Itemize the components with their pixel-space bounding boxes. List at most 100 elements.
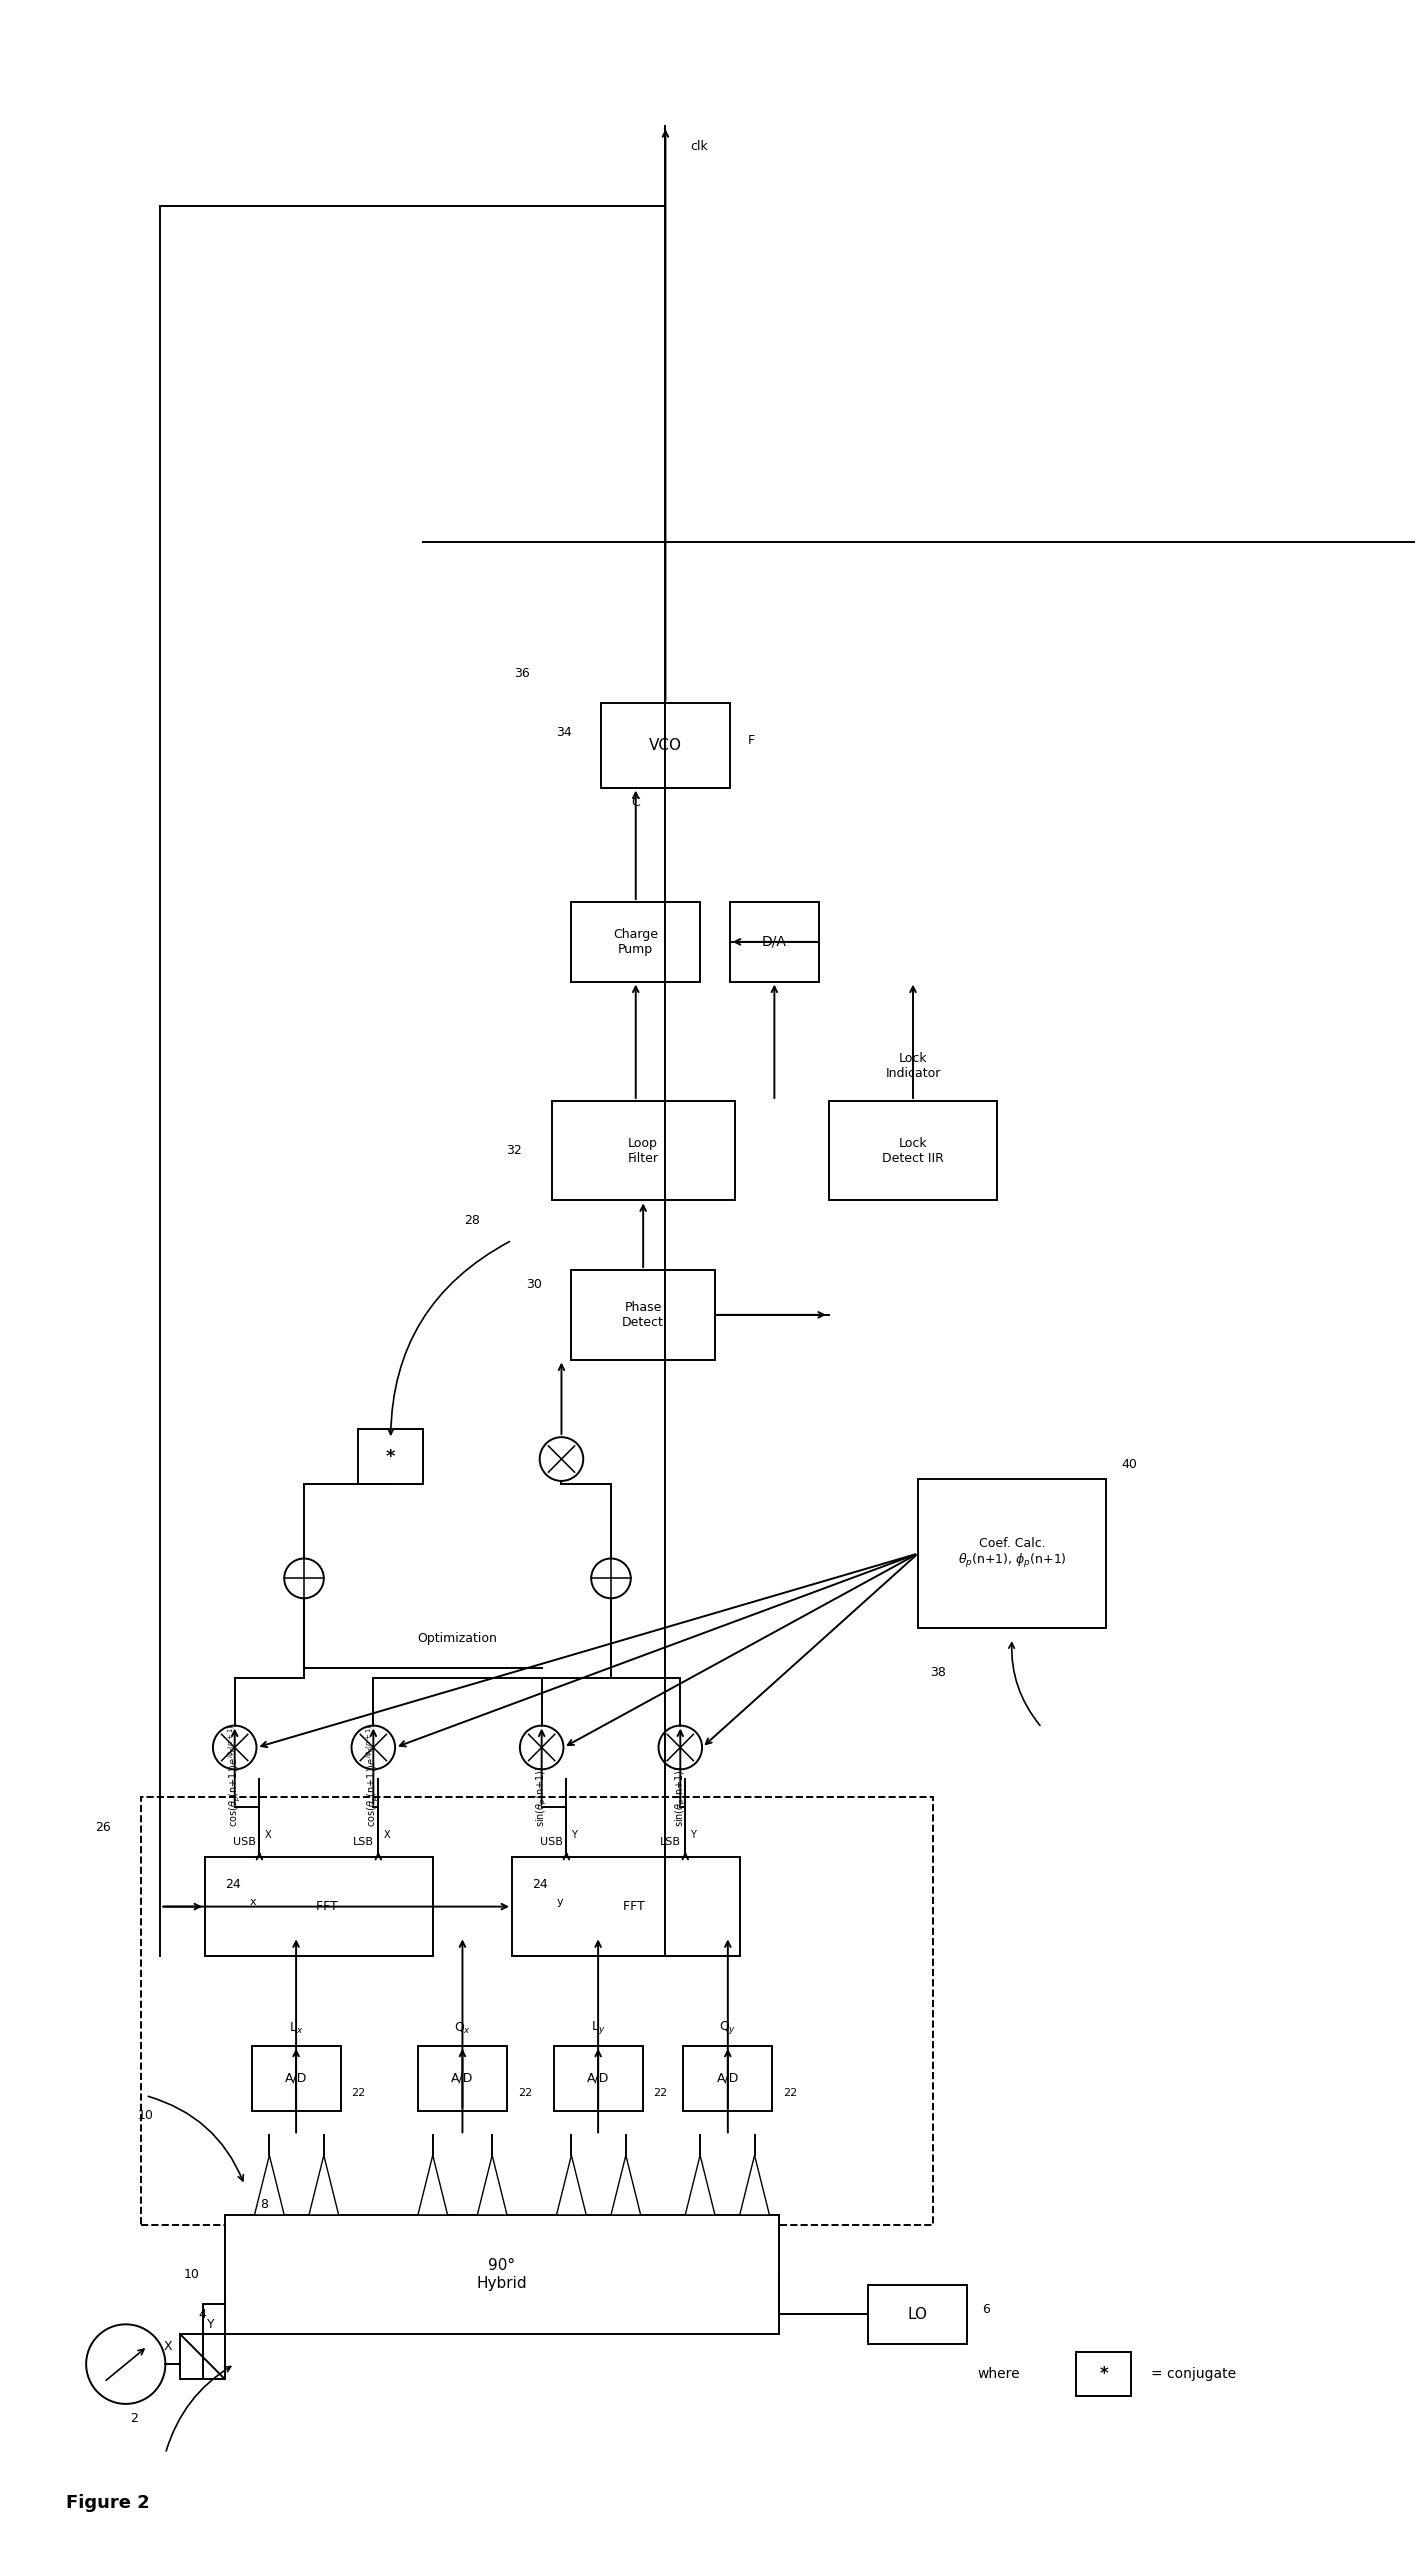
Circle shape: [540, 1438, 583, 1481]
Text: F: F: [748, 734, 755, 747]
Text: Loop
Filter: Loop Filter: [627, 1137, 658, 1165]
Text: 24: 24: [225, 1879, 240, 1892]
Text: Phase
Detect: Phase Detect: [623, 1301, 664, 1330]
Text: Optimization: Optimization: [418, 1633, 498, 1645]
Text: Figure 2: Figure 2: [67, 2495, 151, 2513]
Text: 24: 24: [532, 1879, 547, 1892]
Text: 4: 4: [199, 2308, 206, 2321]
Polygon shape: [478, 2156, 508, 2215]
Text: L$_y$: L$_y$: [592, 2020, 606, 2036]
Text: sin($\theta_p$(n+1)): sin($\theta_p$(n+1)): [535, 1766, 549, 1828]
Text: *: *: [1099, 2364, 1108, 2382]
Polygon shape: [611, 2156, 641, 2215]
Bar: [919, 1479, 1106, 1627]
Text: 22: 22: [351, 2087, 365, 2097]
Text: LO: LO: [909, 2308, 929, 2323]
Text: FFT: FFT: [607, 1900, 644, 1912]
Text: C: C: [631, 796, 640, 809]
Bar: [869, 2285, 967, 2344]
Text: LSB: LSB: [353, 1838, 374, 1848]
Text: 32: 32: [506, 1145, 522, 1158]
Circle shape: [658, 1725, 702, 1769]
Bar: [553, 2046, 643, 2110]
Text: clk: clk: [690, 139, 708, 151]
Text: USB: USB: [540, 1838, 563, 1848]
Bar: [684, 2046, 772, 2110]
Circle shape: [520, 1725, 563, 1769]
Bar: [572, 1271, 715, 1361]
Text: 6: 6: [983, 2303, 990, 2315]
Text: 30: 30: [526, 1278, 542, 1291]
Circle shape: [284, 1558, 324, 1599]
Text: 22: 22: [653, 2087, 667, 2097]
Text: A/D: A/D: [451, 2072, 474, 2084]
Bar: [829, 1101, 997, 1201]
Text: Q$_x$: Q$_x$: [454, 2020, 471, 2036]
Text: Y: Y: [572, 1830, 577, 1841]
Text: 26: 26: [95, 1820, 111, 1833]
Text: y: y: [556, 1897, 563, 1907]
Text: Lock
Indicator: Lock Indicator: [886, 1052, 941, 1081]
Bar: [181, 2333, 225, 2380]
Text: cos($\theta_p$(n+1))$e^{i\phi_p(n+1)}$: cos($\theta_p$(n+1))$e^{i\phi_p(n+1)}$: [365, 1725, 381, 1828]
Text: X: X: [264, 1830, 272, 1841]
Text: A/D: A/D: [717, 2072, 739, 2084]
Bar: [552, 1101, 735, 1201]
Polygon shape: [556, 2156, 586, 2215]
Text: = conjugate: = conjugate: [1150, 2367, 1236, 2382]
Text: X: X: [384, 1830, 390, 1841]
Text: *: *: [385, 1448, 395, 1466]
Text: cos($\theta_p$(n+1))$e^{i\phi_p(n+1)}$: cos($\theta_p$(n+1))$e^{i\phi_p(n+1)}$: [226, 1725, 243, 1828]
Bar: [358, 1430, 422, 1484]
Bar: [225, 2215, 779, 2333]
Text: Q$_y$: Q$_y$: [720, 2020, 737, 2036]
Text: VCO: VCO: [648, 737, 683, 752]
Text: 36: 36: [513, 667, 530, 680]
Bar: [512, 1856, 739, 1956]
Bar: [602, 703, 729, 788]
Text: LSB: LSB: [660, 1838, 681, 1848]
Circle shape: [87, 2323, 165, 2403]
Text: x: x: [249, 1897, 256, 1907]
Text: 40: 40: [1121, 1458, 1136, 1471]
Bar: [205, 1856, 432, 1956]
Text: 10: 10: [185, 2269, 201, 2282]
Bar: [729, 901, 819, 981]
Text: A/D: A/D: [587, 2072, 609, 2084]
Text: 2: 2: [129, 2413, 138, 2426]
Text: L$_x$: L$_x$: [289, 2020, 303, 2036]
Text: USB: USB: [233, 1838, 256, 1848]
Polygon shape: [309, 2156, 338, 2215]
Circle shape: [351, 1725, 395, 1769]
Text: 10: 10: [138, 2110, 154, 2123]
Polygon shape: [255, 2156, 284, 2215]
Text: where: where: [977, 2367, 1020, 2382]
Text: Y: Y: [208, 2318, 215, 2331]
Text: 34: 34: [556, 726, 572, 739]
Text: 28: 28: [465, 1214, 481, 1227]
Circle shape: [592, 1558, 631, 1599]
Bar: [1076, 2351, 1130, 2395]
Bar: [572, 901, 700, 981]
Text: 22: 22: [784, 2087, 798, 2097]
Text: Charge
Pump: Charge Pump: [613, 927, 658, 955]
Circle shape: [213, 1725, 256, 1769]
Text: 22: 22: [518, 2087, 532, 2097]
Bar: [252, 2046, 341, 2110]
Text: 8: 8: [260, 2197, 269, 2213]
Polygon shape: [418, 2156, 448, 2215]
Text: A/D: A/D: [284, 2072, 307, 2084]
Polygon shape: [739, 2156, 769, 2215]
Text: sin($\theta_p$(n+1)): sin($\theta_p$(n+1)): [673, 1766, 687, 1828]
Text: Lock
Detect IIR: Lock Detect IIR: [882, 1137, 944, 1165]
Bar: [141, 1797, 933, 2226]
Text: Coef. Calc.
$\theta_p$(n+1), $\phi_p$(n+1): Coef. Calc. $\theta_p$(n+1), $\phi_p$(n+…: [957, 1538, 1066, 1571]
Text: D/A: D/A: [762, 934, 786, 950]
Text: Y: Y: [690, 1830, 697, 1841]
Text: 38: 38: [930, 1666, 946, 1679]
Text: 90°
Hybrid: 90° Hybrid: [476, 2259, 528, 2290]
Bar: [418, 2046, 508, 2110]
Text: X: X: [164, 2339, 172, 2354]
Polygon shape: [685, 2156, 715, 2215]
Text: FFT: FFT: [300, 1900, 338, 1912]
